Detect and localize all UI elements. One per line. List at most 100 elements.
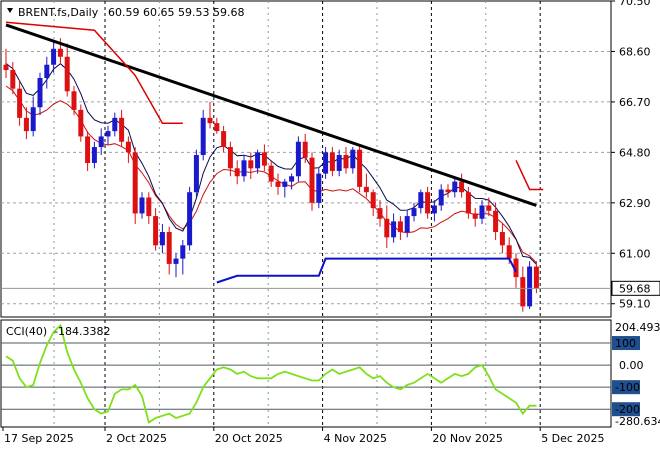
candle-down xyxy=(234,168,240,177)
candle-down xyxy=(499,232,505,246)
candle-down xyxy=(166,232,172,264)
price-tick-label: 66.70 xyxy=(619,96,651,109)
candle-down xyxy=(377,208,383,219)
candle-down xyxy=(3,64,9,71)
candle-down xyxy=(425,192,431,214)
trailing-stop-line xyxy=(5,21,183,124)
cci-top-label: 204.493 xyxy=(615,321,660,334)
candle-down xyxy=(132,152,138,214)
candle-down xyxy=(85,136,91,163)
candle-down xyxy=(221,131,227,148)
support-line xyxy=(216,257,517,284)
candle-up xyxy=(418,192,424,209)
candle-down xyxy=(71,91,77,110)
candle-down xyxy=(520,277,526,307)
candle-down xyxy=(493,210,499,233)
time-tick-label: 5 Dec 2025 xyxy=(541,432,604,445)
candle-up xyxy=(193,155,199,193)
candle-up xyxy=(431,205,437,214)
candle-up xyxy=(255,152,261,169)
candle-down xyxy=(513,258,519,278)
candle-down xyxy=(268,165,274,182)
candle-down xyxy=(214,123,220,132)
price-tick-label: 62.90 xyxy=(619,197,651,210)
candle-down xyxy=(78,109,84,137)
candle-up xyxy=(44,64,50,79)
candle-up xyxy=(404,216,410,233)
candle-down xyxy=(23,117,29,132)
candle-down xyxy=(207,117,213,124)
cci-level-badge xyxy=(612,336,640,351)
cci-bottom-label: -280.634 xyxy=(615,415,660,428)
candle-down xyxy=(64,56,70,92)
time-tick-label: 17 Sep 2025 xyxy=(4,432,74,445)
candle-up xyxy=(289,176,295,182)
candle-up xyxy=(527,266,533,307)
candle-up xyxy=(139,197,145,214)
candle-up xyxy=(391,221,397,238)
candle-up xyxy=(350,149,356,169)
candle-down xyxy=(459,181,465,193)
candle-down xyxy=(275,181,281,187)
candle-up xyxy=(159,232,165,246)
price-tick-label: 61.00 xyxy=(619,247,651,260)
cci-level-badge xyxy=(612,402,640,417)
candle-down xyxy=(302,141,308,158)
candle-up xyxy=(51,48,57,65)
candle-up xyxy=(112,117,118,132)
cci-panel-frame xyxy=(0,319,612,428)
candle-down xyxy=(153,216,159,246)
candle-down xyxy=(357,149,363,187)
candle-down xyxy=(10,70,16,89)
trailing-stop-line xyxy=(515,159,544,191)
candle-up xyxy=(173,258,179,264)
candle-up xyxy=(30,107,36,132)
time-tick-label: 4 Nov 2025 xyxy=(324,432,387,445)
chart-ohlc: 60.59 60.65 59.53 59.68 xyxy=(108,6,244,19)
cci-line xyxy=(5,323,537,424)
cci-label: CCI(40) xyxy=(6,325,47,338)
time-tick-label: 20 Nov 2025 xyxy=(432,432,502,445)
candle-up xyxy=(98,136,104,148)
resistance-trendline xyxy=(5,23,537,207)
candle-down xyxy=(486,205,492,211)
cci-tick-label: 0.00 xyxy=(619,359,644,372)
last-price-label: 59.68 xyxy=(619,282,651,295)
candle-up xyxy=(336,155,342,171)
cci-indicator xyxy=(1,323,611,424)
candle-up xyxy=(295,141,301,177)
candle-up xyxy=(323,152,329,174)
cci-tick-label: -200 xyxy=(615,403,640,416)
candle-down xyxy=(261,152,267,166)
candle-down xyxy=(472,213,478,219)
candle-down xyxy=(119,117,125,142)
candle-up xyxy=(452,181,458,193)
candle-up xyxy=(282,181,288,187)
candle-down xyxy=(397,221,403,233)
cci-tick-label: -100 xyxy=(615,381,640,394)
price-tick-label: 68.60 xyxy=(619,45,651,58)
candle-up xyxy=(200,117,206,156)
cci-axis: 100 0.00 -100 -200 204.493 -280.634 xyxy=(612,321,660,428)
cci-value: -184.3382 xyxy=(54,325,110,338)
candle-up xyxy=(180,245,186,259)
candle-up xyxy=(37,78,43,108)
candle-up xyxy=(241,160,247,177)
price-tick-label: 64.80 xyxy=(619,146,651,159)
date-separators xyxy=(104,1,541,427)
candle-up xyxy=(316,173,322,203)
time-axis: 17 Sep 2025 2 Oct 2025 20 Oct 2025 4 Nov 20… xyxy=(2,427,604,445)
candle-down xyxy=(370,192,376,209)
cci-level-badge xyxy=(612,380,640,395)
candle-up xyxy=(91,147,97,163)
candle-up xyxy=(438,189,444,206)
triangle-down-icon[interactable] xyxy=(7,8,13,13)
candle-up xyxy=(479,205,485,219)
candle-up xyxy=(187,192,193,246)
candle-down xyxy=(146,197,152,217)
candle-down xyxy=(533,266,539,289)
candle-down xyxy=(57,48,63,57)
candle-down xyxy=(227,147,233,169)
